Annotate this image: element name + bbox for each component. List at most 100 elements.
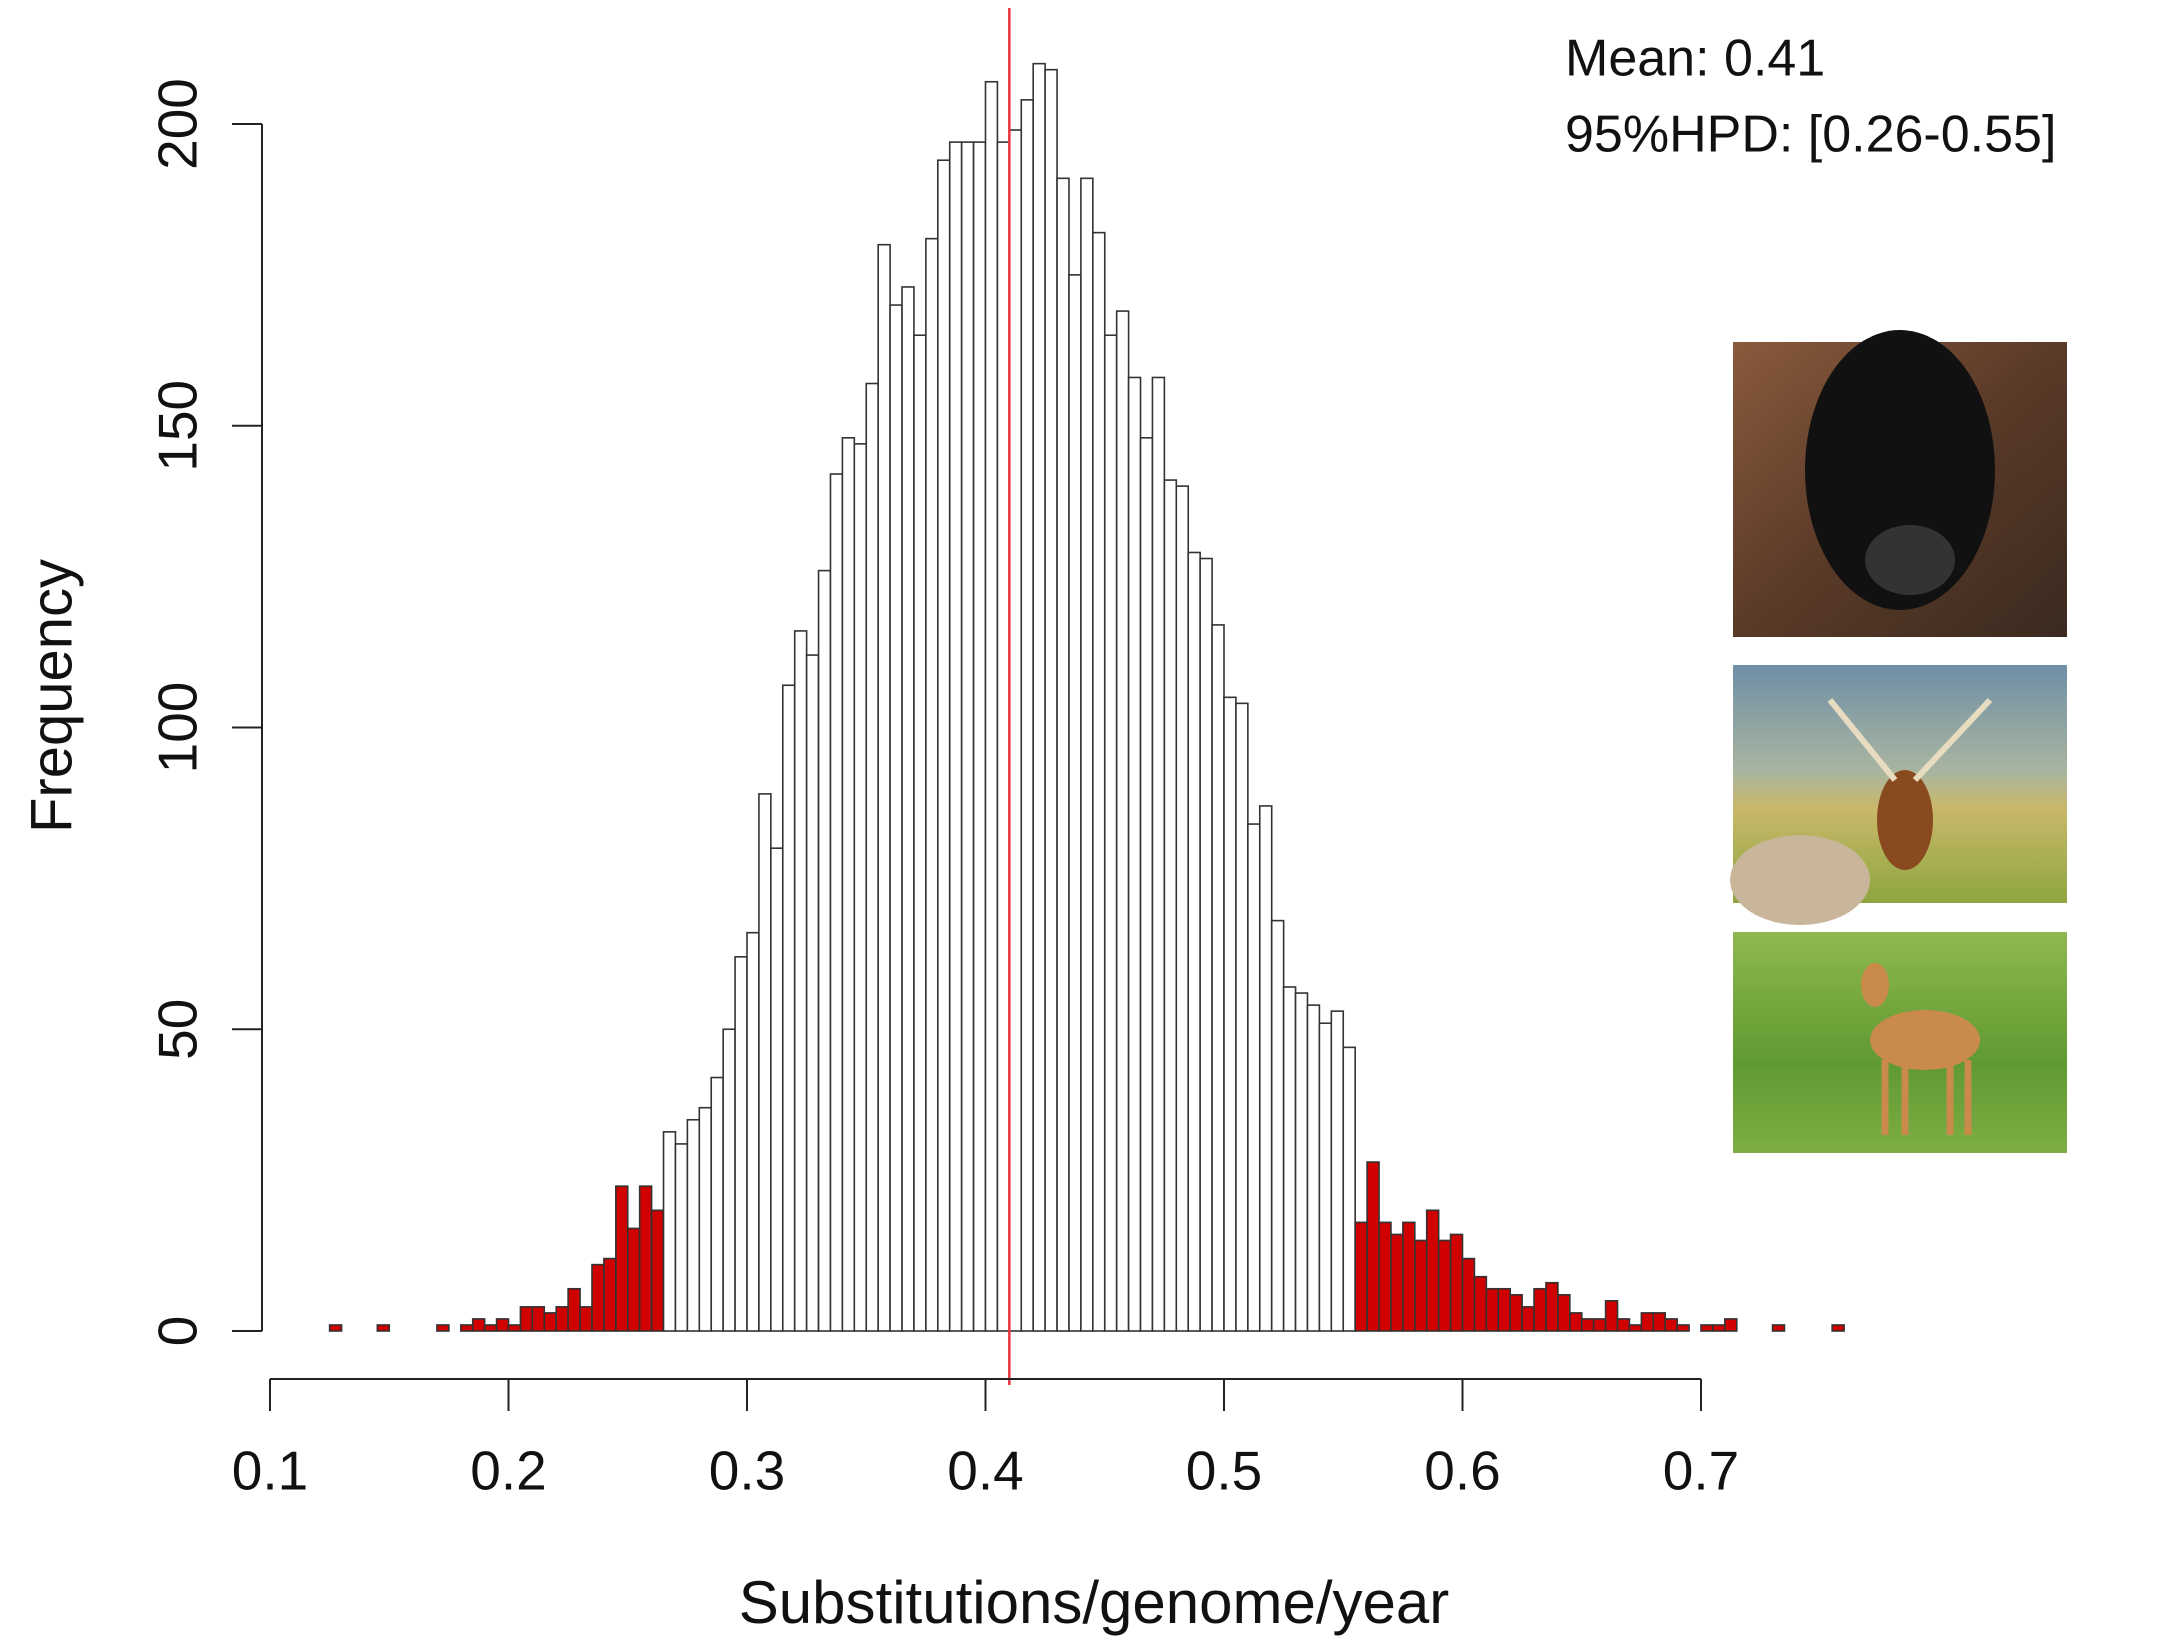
y-tick-label: 150 <box>147 380 209 472</box>
bar <box>996 141 1011 1332</box>
annotation: 95%HPD: [0.26-0.55] <box>1565 106 2056 164</box>
bar <box>913 334 927 1332</box>
bar <box>1676 1324 1690 1332</box>
bar <box>1127 376 1142 1332</box>
bar <box>1449 1233 1464 1332</box>
bar <box>1318 1022 1333 1332</box>
bar <box>1211 624 1225 1332</box>
bar <box>1557 1293 1571 1332</box>
bar <box>925 237 939 1332</box>
x-tick-label: 0.7 <box>1663 1440 1739 1502</box>
bar <box>471 1318 486 1332</box>
bar <box>1509 1293 1523 1332</box>
bar <box>1056 177 1070 1332</box>
bar <box>459 1324 474 1332</box>
y-tick-label: 50 <box>147 999 209 1060</box>
x-axis-label: Substitutions/genome/year <box>739 1569 1449 1636</box>
bar <box>1533 1287 1547 1332</box>
bar <box>507 1324 522 1332</box>
y-axis-label: Frequency <box>19 559 84 833</box>
bar <box>1008 129 1023 1332</box>
y-tick-label: 0 <box>147 1316 209 1347</box>
bar <box>531 1306 546 1332</box>
bar <box>960 141 975 1332</box>
bar <box>805 654 820 1332</box>
bar <box>901 286 915 1332</box>
bar <box>1151 376 1166 1332</box>
bar <box>817 569 832 1332</box>
bar <box>1592 1318 1607 1332</box>
bar <box>1199 557 1213 1332</box>
bar <box>1187 551 1201 1332</box>
bar <box>972 141 987 1332</box>
bar <box>686 1118 701 1332</box>
bar <box>1831 1324 1845 1332</box>
bar <box>1461 1257 1476 1332</box>
bar <box>1724 1318 1738 1332</box>
bar <box>1235 702 1249 1332</box>
bar <box>1712 1324 1726 1332</box>
annotation: Mean: 0.41 <box>1565 30 1825 88</box>
bar <box>1068 274 1082 1332</box>
x-tick-label: 0.3 <box>709 1440 785 1502</box>
bar <box>984 80 999 1332</box>
photo-deer <box>1733 932 2067 1153</box>
bar <box>1366 1161 1380 1332</box>
bar <box>1664 1318 1678 1332</box>
x-tick-label: 0.2 <box>470 1440 546 1502</box>
bar <box>948 141 963 1332</box>
bar <box>495 1318 510 1332</box>
bar <box>1473 1275 1488 1332</box>
bar <box>1425 1209 1440 1332</box>
bar <box>889 304 903 1332</box>
bar <box>758 793 772 1332</box>
bar <box>1640 1312 1655 1332</box>
bar <box>615 1185 629 1332</box>
bar <box>781 684 796 1332</box>
bar <box>376 1324 391 1332</box>
bar <box>1437 1239 1452 1332</box>
bar <box>746 931 760 1332</box>
bar <box>567 1287 581 1332</box>
bar <box>698 1106 713 1332</box>
x-tick-label: 0.1 <box>232 1440 308 1502</box>
bar <box>1378 1221 1392 1332</box>
bar <box>1771 1324 1786 1332</box>
bar <box>555 1306 569 1332</box>
bar <box>829 473 844 1332</box>
bar <box>1247 823 1261 1332</box>
bar <box>841 437 856 1332</box>
bar <box>1223 696 1237 1332</box>
bar <box>543 1312 558 1332</box>
bar <box>1700 1324 1714 1332</box>
bar <box>519 1306 534 1332</box>
bar <box>1080 177 1094 1332</box>
x-tick-label: 0.5 <box>1186 1440 1262 1502</box>
bar <box>722 1028 736 1332</box>
y-tick-label: 200 <box>147 78 209 170</box>
bar <box>1652 1312 1667 1332</box>
bar <box>650 1209 665 1332</box>
bar <box>877 243 891 1332</box>
bar <box>1414 1239 1428 1332</box>
bar <box>436 1324 450 1332</box>
bar <box>1545 1281 1559 1332</box>
bar <box>793 630 808 1332</box>
bar <box>1390 1233 1404 1332</box>
bar <box>1044 68 1058 1332</box>
bar <box>483 1324 498 1332</box>
photo-cow <box>1733 330 2067 637</box>
bar <box>1402 1221 1416 1332</box>
bar <box>1497 1287 1512 1332</box>
bar <box>734 956 748 1332</box>
bar <box>770 847 784 1332</box>
photo-elk <box>1730 665 2067 925</box>
bar <box>1139 437 1154 1332</box>
bar <box>1306 1004 1321 1332</box>
bar <box>1628 1324 1643 1332</box>
bar <box>1103 334 1118 1332</box>
bar <box>674 1143 689 1332</box>
bar <box>579 1306 593 1332</box>
bar <box>936 159 951 1332</box>
bar <box>603 1257 617 1332</box>
